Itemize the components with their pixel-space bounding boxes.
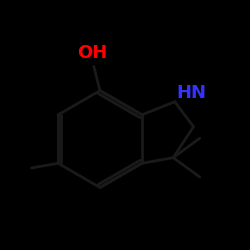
Text: HN: HN xyxy=(176,84,206,102)
Text: OH: OH xyxy=(77,44,107,62)
